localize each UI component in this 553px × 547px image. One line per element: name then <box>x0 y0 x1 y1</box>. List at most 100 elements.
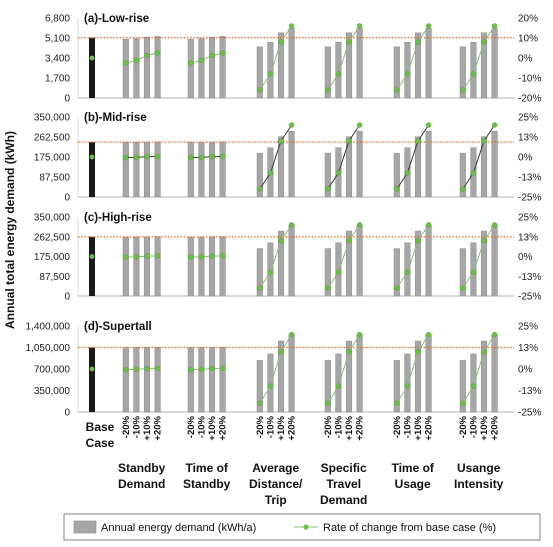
energy-bar <box>198 142 205 198</box>
y2-tick-label: 0% <box>518 153 533 164</box>
energy-bar <box>154 347 161 413</box>
y-tick-label: 87,500 <box>39 272 70 283</box>
x-level-label: -20% <box>458 415 469 438</box>
change-marker <box>133 154 140 161</box>
change-marker <box>470 269 477 275</box>
change-marker <box>198 254 205 260</box>
y2-tick-label: 13% <box>518 133 538 144</box>
x-level-label: +20% <box>287 415 298 440</box>
change-marker <box>123 254 129 260</box>
energy-bar <box>345 32 353 99</box>
change-marker <box>481 39 487 45</box>
energy-bar <box>267 41 274 99</box>
x-level-label: -20% <box>392 415 403 438</box>
base-case-label: Base <box>86 420 115 434</box>
energy-bar <box>187 347 194 413</box>
x-level-label: +20% <box>490 415 501 440</box>
x-level-label: +10% <box>479 415 490 440</box>
change-marker <box>257 400 263 407</box>
energy-bar <box>277 136 285 198</box>
energy-bar <box>154 36 161 99</box>
change-marker <box>346 39 352 45</box>
change-marker <box>325 186 331 192</box>
panel-1: 6,800 5,100 3,400 1,700 0 20% 10% 0% -10% -20% (a)… <box>45 13 541 105</box>
y2-tick-label: -20% <box>518 94 541 105</box>
y2-tick-label: -25% <box>518 193 541 204</box>
x-level-label: -10% <box>265 415 276 438</box>
change-marker <box>278 237 284 244</box>
change-marker <box>209 253 215 259</box>
x-level-label: +10% <box>344 415 355 440</box>
y-tick-label: 1,400,000 <box>26 322 71 333</box>
change-line <box>125 367 158 371</box>
x-level-label: +10% <box>413 415 424 440</box>
energy-bar <box>335 353 342 413</box>
energy-bar <box>122 142 129 198</box>
energy-bar <box>256 248 263 297</box>
energy-bar <box>208 36 216 99</box>
energy-bar <box>393 360 400 413</box>
change-marker <box>481 138 487 144</box>
energy-bar <box>288 334 295 413</box>
energy-bar <box>404 41 411 99</box>
y-tick-label: 0 <box>64 292 70 303</box>
y2-tick-label: 25% <box>518 213 538 224</box>
change-marker <box>133 254 140 260</box>
y2-tick-label: 13% <box>518 343 538 354</box>
energy-bar <box>154 236 161 297</box>
energy-bar <box>143 236 151 297</box>
change-marker <box>394 87 400 93</box>
energy-bar <box>277 230 285 297</box>
energy-bar <box>267 242 274 297</box>
change-line <box>327 334 361 404</box>
change-marker <box>425 222 432 228</box>
x-level-label: -10% <box>333 415 344 438</box>
change-marker <box>267 71 274 77</box>
change-marker <box>257 285 263 291</box>
legend-line-marker <box>303 524 309 530</box>
y2-tick-label: 13% <box>518 232 538 243</box>
change-marker <box>144 52 150 59</box>
change-line <box>327 25 361 91</box>
y-tick-label: 700,000 <box>34 365 71 376</box>
group-label-specific_travel_demand: Specific <box>321 461 367 475</box>
change-marker <box>257 186 263 192</box>
energy-bar <box>219 141 226 198</box>
energy-bar <box>491 28 498 99</box>
base-case-bar <box>89 37 95 98</box>
group-label-time_of_usage: Usage <box>395 477 431 491</box>
y2-tick-label: 0% <box>518 252 533 263</box>
y-tick-label: 0 <box>64 193 70 204</box>
energy-bar <box>133 347 140 413</box>
change-marker <box>394 400 400 407</box>
energy-bar <box>491 334 498 413</box>
change-marker <box>346 138 352 144</box>
change-marker <box>394 285 400 291</box>
energy-bar <box>143 36 151 99</box>
change-marker <box>460 186 466 192</box>
change-marker <box>288 331 295 338</box>
y-tick-label: 350,000 <box>34 113 71 124</box>
x-level-label: +20% <box>355 415 366 440</box>
change-marker <box>460 400 466 407</box>
change-marker <box>325 400 331 407</box>
change-marker <box>491 331 498 338</box>
change-line <box>327 224 361 289</box>
change-marker <box>219 50 226 56</box>
change-marker <box>491 122 498 128</box>
y-tick-label: 6,800 <box>45 14 70 25</box>
panel-title: (a)-Low-rise <box>84 13 149 25</box>
change-marker <box>144 253 150 259</box>
legend-bar-swatch <box>73 520 97 534</box>
change-marker <box>470 71 477 77</box>
y-tick-label: 1,700 <box>45 74 70 85</box>
y2-tick-label: 25% <box>518 113 538 124</box>
y-tick-label: 262,500 <box>34 232 71 243</box>
energy-bar <box>480 230 488 297</box>
group-label-specific_travel_demand: Travel <box>326 477 361 491</box>
change-line <box>259 334 293 404</box>
y2-tick-label: -10% <box>518 74 541 85</box>
change-line <box>125 52 158 64</box>
y-tick-label: 350,000 <box>34 213 71 224</box>
change-line <box>462 334 496 404</box>
